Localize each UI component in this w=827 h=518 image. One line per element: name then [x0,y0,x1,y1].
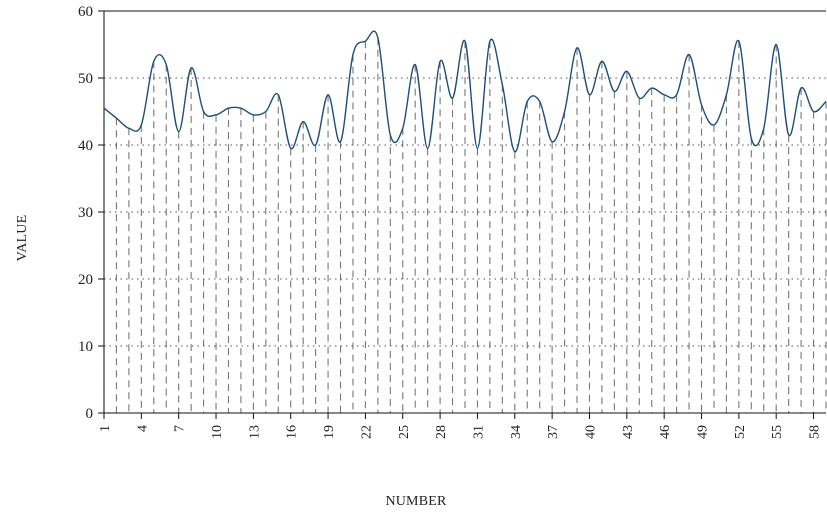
x-tick-label: 46 [658,425,673,439]
x-tick-label: 49 [696,425,711,439]
x-tick-label: 37 [546,425,561,439]
drop-lines [103,37,827,413]
y-tick-label: 40 [78,138,93,154]
x-axis-title: NUMBER [385,494,447,509]
x-tick-label: 25 [397,425,412,439]
y-tick-label: 30 [78,205,93,221]
x-axis: 1 4 7 10 13 16 19 22 25 28 31 34 37 40 43 46 49 52 55 58 [98,413,823,439]
y-tick-label: 50 [78,71,93,87]
y-axis: 0 10 20 30 40 50 60 [78,4,104,422]
y-axis-title: VALUE [15,215,30,262]
x-tick-label: 4 [135,425,150,432]
x-tick-label: 58 [808,425,823,439]
y-tick-label: 10 [78,339,93,355]
x-tick-label: 19 [322,425,337,439]
y-tick-label: 20 [78,272,93,288]
y-tick-label: 0 [86,406,94,422]
x-tick-label: 43 [621,425,636,439]
data-series-line [103,30,827,153]
x-tick-label: 34 [509,425,524,439]
x-tick-label: 1 [98,425,113,432]
x-tick-label: 22 [359,425,374,439]
x-tick-label: 16 [285,425,300,439]
x-tick-label: 7 [173,425,188,432]
x-tick-label: 13 [247,425,262,439]
x-tick-label: 40 [583,425,598,439]
x-tick-label: 28 [434,425,449,439]
x-tick-label: 31 [471,425,486,439]
x-tick-label: 10 [210,425,225,439]
x-tick-label: 55 [770,425,785,439]
y-tick-label: 60 [78,4,93,20]
x-tick-label: 52 [733,425,748,439]
